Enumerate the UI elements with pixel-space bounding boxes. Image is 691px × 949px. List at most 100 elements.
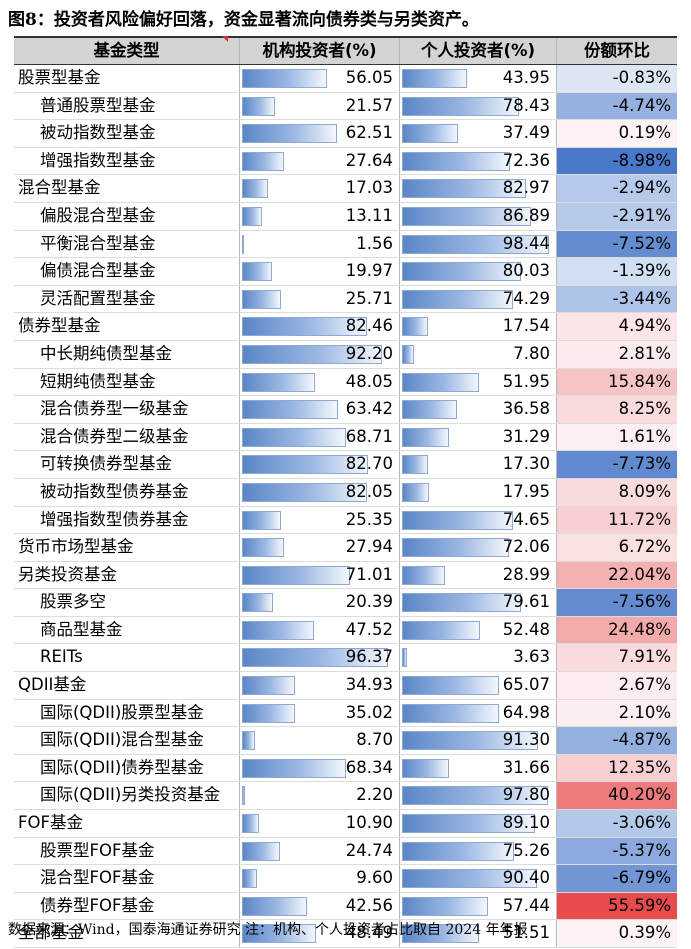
table-row: 可转换债券型基金 82.70 17.30 -7.73% <box>14 451 677 479</box>
share-change-value: 6.72% <box>618 537 671 557</box>
fund-type-label: 被动指数型债券基金 <box>40 481 189 501</box>
institutional-share-data-bar <box>242 455 368 475</box>
fund-type-label: 混合型基金 <box>18 178 101 198</box>
individual-share-cell: 91.30 <box>400 727 557 754</box>
fund-type-label: 增强指数型基金 <box>40 150 156 170</box>
fund-type-cell: 偏股混合型基金 <box>14 202 240 230</box>
individual-share-cell: 86.89 <box>400 202 557 230</box>
share-change-cell: -3.44% <box>557 285 677 313</box>
individual-share-value: 43.95 <box>502 68 550 87</box>
institutional-share-value: 24.74 <box>345 840 393 860</box>
individual-share-data-bar <box>402 538 510 558</box>
individual-share-cell: 28.99 <box>400 561 557 589</box>
individual-share-value: 74.65 <box>502 509 550 529</box>
institutional-share-value: 96.37 <box>345 647 393 667</box>
fund-type-cell: 普通股票型基金 <box>14 92 240 120</box>
individual-share-data-bar <box>402 151 510 171</box>
fund-type-cell: FOF基金 <box>14 810 240 837</box>
individual-share-data-bar <box>402 510 514 530</box>
institutional-share-data-bar <box>242 814 259 834</box>
share-change-cell: 2.81% <box>557 340 677 368</box>
institutional-share-data-bar <box>242 648 389 668</box>
share-change-cell: 12.35% <box>557 754 677 782</box>
fund-type-label: 可转换债券型基金 <box>40 454 172 474</box>
institutional-share-data-bar <box>242 179 268 199</box>
fund-type-label: 短期纯债型基金 <box>40 371 156 391</box>
fund-type-label: 中长期纯债型基金 <box>40 343 172 363</box>
individual-share-data-bar <box>402 565 446 585</box>
fund-type-label: 被动指数型基金 <box>40 123 156 143</box>
share-change-value: -8.98% <box>612 150 671 170</box>
fund-type-cell: 商品型基金 <box>14 616 240 644</box>
individual-share-value: 28.99 <box>502 564 550 584</box>
institutional-share-value: 17.03 <box>345 178 393 198</box>
table-row: 全部基金 48.49 51.51 0.39% <box>14 920 677 948</box>
individual-share-cell: 79.61 <box>400 589 557 616</box>
individual-share-data-bar <box>402 869 537 889</box>
institutional-share-cell: 25.71 <box>240 285 400 313</box>
table-row: 灵活配置型基金 25.71 74.29 -3.44% <box>14 285 677 314</box>
individual-share-data-bar <box>402 317 429 337</box>
fund-type-label: 混合债券型一级基金 <box>40 399 189 419</box>
fund-type-cell: 债券型FOF基金 <box>14 892 240 920</box>
individual-share-value: 51.95 <box>502 371 550 391</box>
individual-share-cell: 17.54 <box>400 313 557 340</box>
institutional-share-cell: 42.56 <box>240 892 400 920</box>
individual-share-value: 90.40 <box>502 868 550 888</box>
individual-share-data-bar <box>402 896 488 916</box>
share-change-cell: -2.94% <box>557 175 677 202</box>
fund-type-label: 灵活配置型基金 <box>40 288 156 308</box>
institutional-share-cell: 21.57 <box>240 92 400 120</box>
institutional-share-value: 71.01 <box>345 564 393 584</box>
institutional-share-value: 25.71 <box>345 288 393 308</box>
fund-type-label: FOF基金 <box>18 813 83 833</box>
institutional-share-cell: 82.70 <box>240 451 400 478</box>
individual-share-value: 36.58 <box>502 399 550 419</box>
share-change-value: 1.61% <box>618 426 671 446</box>
individual-share-cell: 97.80 <box>400 782 557 810</box>
table-row: 偏债混合型基金 19.97 80.03 -1.39% <box>14 258 677 286</box>
individual-share-cell: 51.95 <box>400 368 557 396</box>
individual-share-value: 31.29 <box>502 426 550 446</box>
share-change-cell: -2.91% <box>557 202 677 230</box>
individual-share-cell: 98.44 <box>400 230 557 258</box>
share-change-cell: -3.06% <box>557 810 677 837</box>
fund-type-label: 商品型基金 <box>40 619 123 639</box>
institutional-share-data-bar <box>242 731 256 751</box>
individual-share-cell: 57.44 <box>400 892 557 920</box>
individual-share-data-bar <box>402 731 539 751</box>
share-change-cell: 4.94% <box>557 313 677 340</box>
share-change-cell: 55.59% <box>557 892 677 920</box>
institutional-share-cell: 34.93 <box>240 672 400 699</box>
institutional-share-data-bar <box>242 841 280 861</box>
table-row: 中长期纯债型基金 92.20 7.80 2.81% <box>14 340 677 369</box>
fund-type-cell: 全部基金 <box>14 920 240 947</box>
institutional-share-value: 21.57 <box>345 95 393 115</box>
share-change-value: 40.20% <box>608 785 671 805</box>
share-change-cell: 0.39% <box>557 920 677 947</box>
individual-share-data-bar <box>402 262 522 282</box>
source-note: 数据来源：Wind，国泰海通证券研究 注：机构、个人投资者占比取自 2024 年… <box>8 922 528 938</box>
share-change-value: -2.91% <box>612 205 671 225</box>
individual-share-value: 72.36 <box>502 150 550 170</box>
institutional-share-data-bar <box>242 896 307 916</box>
individual-share-value: 31.66 <box>502 757 550 777</box>
table-row: 混合型基金 17.03 82.97 -2.94% <box>14 175 677 203</box>
individual-share-data-bar <box>402 69 468 88</box>
individual-share-cell: 51.51 <box>400 920 557 947</box>
share-change-value: 11.72% <box>608 509 671 529</box>
individual-share-value: 72.06 <box>502 537 550 557</box>
individual-share-value: 98.44 <box>502 233 550 253</box>
individual-share-data-bar <box>402 455 428 475</box>
fund-type-label: 混合型FOF基金 <box>40 868 155 888</box>
institutional-share-value: 92.20 <box>345 343 393 363</box>
institutional-share-value: 47.52 <box>345 619 393 639</box>
institutional-share-data-bar <box>242 317 368 337</box>
individual-share-cell: 36.58 <box>400 396 557 423</box>
individual-share-value: 80.03 <box>502 261 550 281</box>
table-row: 国际(QDII)债券型基金 68.34 31.66 12.35% <box>14 754 677 783</box>
share-change-cell: 1.61% <box>557 423 677 451</box>
individual-share-data-bar <box>402 344 414 364</box>
individual-share-data-bar <box>402 179 526 199</box>
table-row: 国际(QDII)混合型基金 8.70 91.30 -4.87% <box>14 727 677 755</box>
